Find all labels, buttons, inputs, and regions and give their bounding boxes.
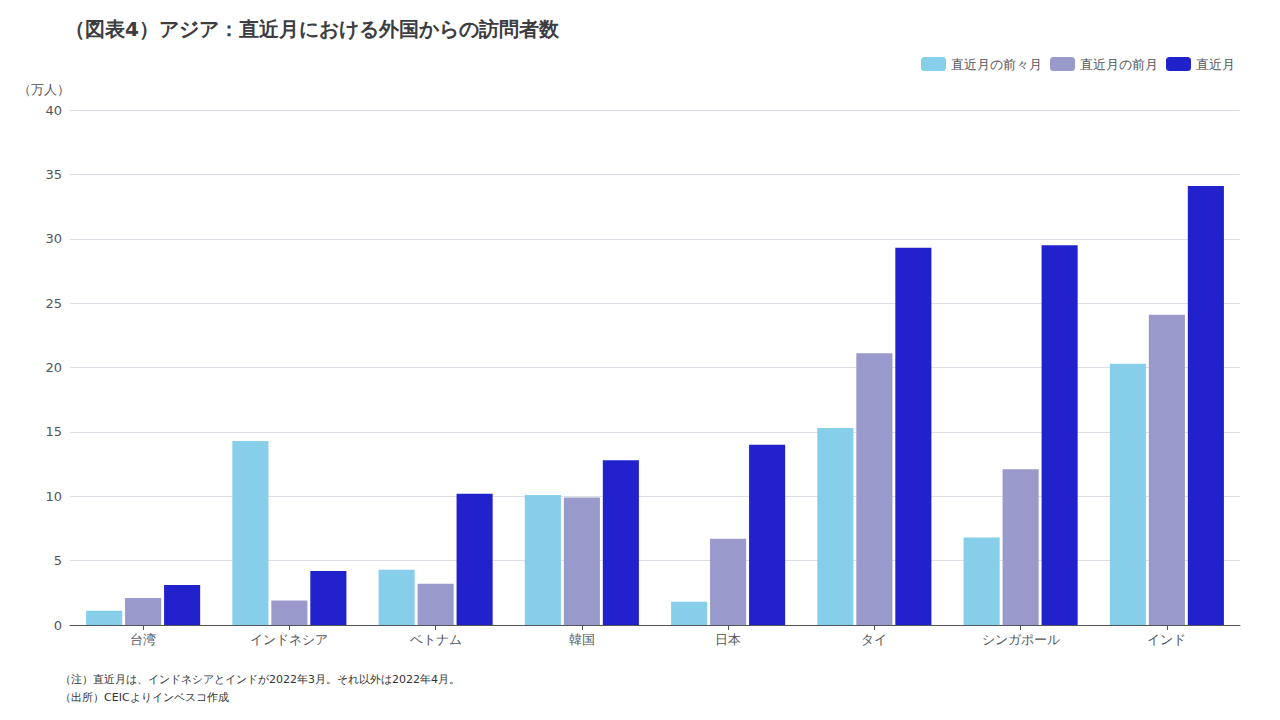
svg-text:インドネシア: インドネシア: [250, 632, 328, 647]
svg-text:台湾: 台湾: [130, 632, 156, 647]
svg-text:15: 15: [45, 424, 62, 439]
svg-text:（注）直近月は、インドネシアとインドが2022年3月。それ以: （注）直近月は、インドネシアとインドが2022年3月。それ以外は2022年4月。: [60, 673, 460, 686]
svg-text:直近月の前々月: 直近月の前々月: [951, 57, 1042, 72]
svg-text:直近月の前月: 直近月の前月: [1080, 57, 1158, 72]
svg-text:ベトナム: ベトナム: [410, 632, 462, 647]
svg-text:10: 10: [45, 489, 62, 504]
svg-text:直近月: 直近月: [1196, 57, 1235, 72]
svg-text:（出所）CEICよりインベスコ作成: （出所）CEICよりインベスコ作成: [60, 691, 229, 704]
svg-text:シンガポール: シンガポール: [982, 632, 1060, 647]
svg-text:5: 5: [54, 553, 62, 568]
svg-text:（図表4）アジア：直近月における外国からの訪問者数: （図表4）アジア：直近月における外国からの訪問者数: [65, 17, 560, 41]
svg-text:0: 0: [54, 618, 62, 633]
svg-text:（万人）: （万人）: [18, 82, 70, 97]
svg-text:25: 25: [45, 296, 62, 311]
svg-text:40: 40: [45, 103, 62, 118]
svg-text:タイ: タイ: [861, 632, 887, 647]
svg-text:韓国: 韓国: [569, 632, 595, 647]
svg-text:インド: インド: [1147, 632, 1186, 647]
svg-text:30: 30: [45, 231, 62, 246]
svg-text:日本: 日本: [715, 632, 741, 647]
svg-text:35: 35: [45, 167, 62, 182]
svg-text:20: 20: [45, 360, 62, 375]
